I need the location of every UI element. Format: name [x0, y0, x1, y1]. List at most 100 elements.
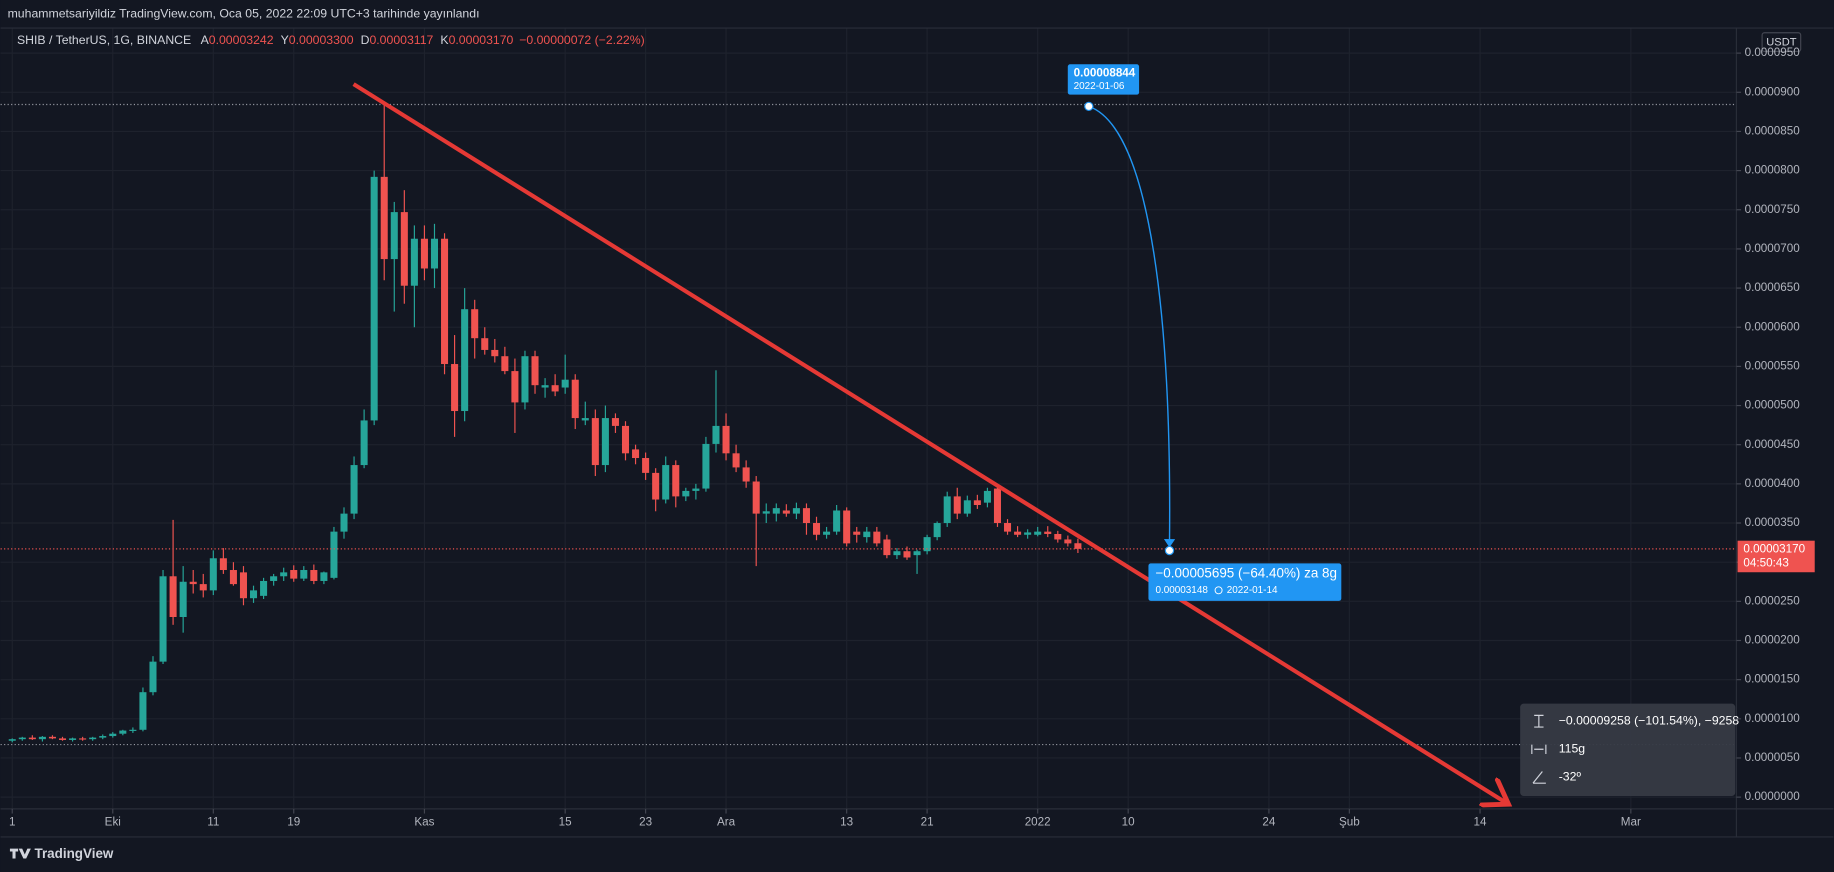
- candle-body: [270, 576, 278, 581]
- anchor-point[interactable]: [1084, 101, 1094, 112]
- candle-body: [873, 531, 881, 544]
- ohlc-change: −0.00000072 (−2.22%): [519, 33, 644, 47]
- x-tick-label: 11: [207, 815, 219, 828]
- candle-body: [682, 490, 690, 497]
- candle-body: [923, 537, 931, 552]
- y-tick-label: 0.0000900: [1745, 85, 1801, 98]
- candle-body: [48, 736, 56, 739]
- candle-body: [742, 467, 750, 482]
- y-tick-label: 0.0000000: [1745, 790, 1801, 803]
- y-tick-label: 0.0000850: [1745, 125, 1801, 138]
- candle-body: [913, 551, 921, 556]
- ohlc-value: 0.00003300: [289, 33, 354, 47]
- ohlc-label: A: [201, 33, 210, 47]
- ohlc-label: Y: [281, 33, 289, 47]
- candle-body: [792, 508, 800, 514]
- candle-body: [812, 523, 821, 535]
- x-tick-label: Kas: [414, 815, 434, 828]
- brand: TradingView: [34, 846, 113, 861]
- candle-body: [159, 576, 167, 662]
- callout-date: 2022-01-14: [1227, 585, 1278, 596]
- x-tick-label: 10: [1122, 815, 1135, 828]
- countdown-label: 04:50:43: [1743, 557, 1788, 570]
- candle-body: [471, 309, 479, 339]
- candle-body: [953, 496, 961, 514]
- y-tick-label: 0.0000750: [1745, 203, 1801, 216]
- anchor-point[interactable]: [1164, 545, 1175, 556]
- y-tick-label: 0.0000500: [1745, 399, 1801, 412]
- candle-body: [823, 531, 831, 535]
- currency-label: USDT: [1766, 37, 1796, 49]
- candle-body: [762, 511, 770, 514]
- candle-body: [893, 551, 901, 556]
- x-tick-label: 15: [559, 815, 572, 828]
- candle-body: [441, 238, 449, 365]
- candle-body: [601, 418, 609, 466]
- high-callout: [1067, 64, 1140, 95]
- y-tick-label: 0.0000650: [1745, 281, 1801, 294]
- ohlc-label: K: [440, 33, 449, 47]
- candle-body: [802, 508, 810, 524]
- currency-box[interactable]: [1761, 32, 1802, 53]
- candle-body: [1034, 531, 1042, 535]
- x-tick-label: 14: [1474, 815, 1487, 828]
- candle-body: [380, 176, 388, 260]
- y-tick-label: 0.0000200: [1745, 634, 1801, 647]
- candle-body: [551, 385, 559, 392]
- candle-body: [250, 590, 258, 599]
- x-tick-label: 21: [921, 815, 934, 828]
- candle-body: [712, 425, 720, 444]
- y-tick-label: 0.0000250: [1745, 594, 1801, 607]
- candle-body: [300, 570, 308, 579]
- measure-angle: -32º: [1559, 770, 1582, 784]
- candle-body: [149, 661, 157, 693]
- candle-body: [280, 572, 288, 577]
- candle-body: [400, 212, 408, 286]
- candle-body: [591, 418, 599, 466]
- candle-body: [1024, 532, 1032, 535]
- candle-body: [28, 737, 36, 740]
- x-tick-label: 23: [639, 815, 652, 828]
- candle-body: [229, 570, 237, 585]
- candle-body: [410, 238, 418, 286]
- candle-body: [99, 736, 107, 738]
- candle-body: [621, 425, 630, 454]
- candle-body: [390, 212, 398, 260]
- trend-line[interactable]: [352, 82, 1509, 804]
- candle-body: [139, 692, 147, 730]
- clock-icon: [1214, 586, 1223, 595]
- candle-body: [451, 364, 459, 412]
- candle-body: [109, 733, 117, 737]
- candles: [8, 104, 1082, 743]
- candle-body: [260, 580, 268, 596]
- candle-body: [330, 531, 338, 578]
- candle-body: [481, 338, 489, 350]
- callout-date: 2022-01-06: [1074, 81, 1125, 92]
- x-tick-label: Mar: [1621, 815, 1641, 828]
- target-callout: [1148, 563, 1342, 601]
- candle-body: [993, 488, 1001, 524]
- candle-body: [632, 449, 640, 459]
- candle-body: [1074, 543, 1082, 549]
- candle-body: [692, 488, 700, 491]
- candle-body: [370, 176, 378, 421]
- candle-body: [79, 738, 87, 740]
- candle-body: [561, 379, 569, 388]
- projection-arrow[interactable]: [1088, 105, 1176, 548]
- candle-body: [883, 539, 891, 556]
- footer-logo: TradingView: [9, 846, 114, 861]
- y-tick-label: 0.0000400: [1745, 477, 1801, 490]
- candle-body: [290, 570, 298, 579]
- symbol-name: SHIB / TetherUS, 1G, BINANCE: [17, 33, 191, 47]
- candle-body: [119, 730, 127, 734]
- candle-body: [973, 500, 981, 506]
- candle-body: [320, 572, 328, 581]
- candle-body: [219, 558, 227, 571]
- last-price-label: 0.00003170: [1743, 543, 1805, 556]
- candle-body: [541, 385, 549, 388]
- candle-body: [360, 420, 368, 466]
- candle-body: [531, 356, 539, 386]
- candle-body: [903, 551, 911, 558]
- y-tick-label: 0.0000800: [1745, 164, 1801, 177]
